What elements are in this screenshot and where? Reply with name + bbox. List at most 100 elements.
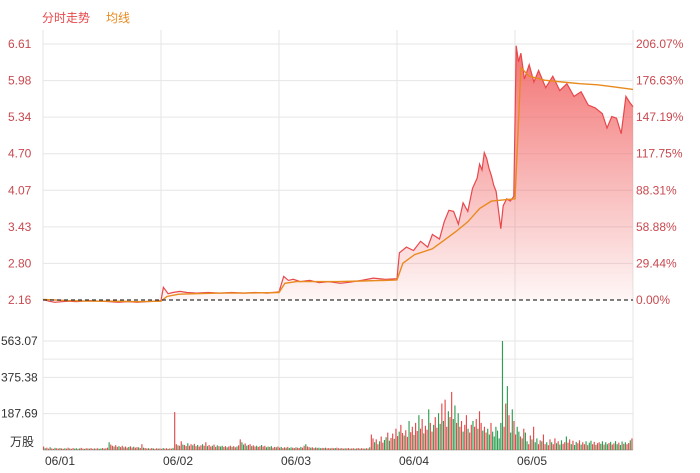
volume-bar <box>614 441 617 450</box>
volume-tick-label: 563.07 <box>1 334 38 348</box>
volume-bar <box>229 445 231 450</box>
volume-bar <box>87 448 89 450</box>
volume-bar <box>349 448 351 450</box>
volume-bar <box>147 448 150 450</box>
volume-bar <box>100 448 102 450</box>
volume-bar <box>578 440 581 450</box>
y-tick-label-left: 4.70 <box>8 147 32 161</box>
volume-bar <box>246 445 248 450</box>
volume-bar <box>234 447 236 450</box>
volume-bar <box>552 444 554 450</box>
volume-bar <box>277 446 279 450</box>
volume-bar <box>106 447 109 450</box>
volume-bar <box>419 428 422 450</box>
volume-bar <box>375 439 377 450</box>
volume-bar <box>434 417 436 450</box>
volume-bar <box>190 444 192 450</box>
y-tick-label-right: 206.07% <box>636 37 684 51</box>
volume-bar <box>247 444 250 450</box>
volume-bar <box>257 446 259 450</box>
volume-bar <box>328 448 330 450</box>
volume-bar <box>115 445 117 450</box>
volume-bar <box>164 448 166 450</box>
volume-bar <box>580 444 582 450</box>
volume-bar <box>256 445 258 450</box>
volume-bar <box>316 447 318 450</box>
volume-bar <box>388 440 390 450</box>
volume-bar <box>319 448 322 450</box>
x-tick-label: 06/04 <box>399 454 429 468</box>
volume-bar <box>472 420 474 450</box>
volume-bar <box>92 448 94 450</box>
volume-bar <box>377 444 379 450</box>
volume-bar <box>142 447 145 450</box>
volume-bar <box>513 420 515 450</box>
volume-bar <box>313 448 315 450</box>
volume-bar <box>621 441 623 450</box>
volume-bar <box>390 438 392 450</box>
volume-bar <box>562 443 564 450</box>
volume-bar <box>128 446 130 450</box>
volume-bar <box>359 448 361 450</box>
x-axis: 06/01 06/02 06/03 06/04 06/05 <box>45 454 547 468</box>
volume-bar <box>631 438 633 450</box>
volume-bar <box>592 444 594 450</box>
volume-bar <box>62 448 64 450</box>
volume-bar <box>305 444 307 450</box>
y-tick-label-right: 29.44% <box>636 256 677 270</box>
volume-bar <box>216 445 218 450</box>
volume-bar <box>428 409 430 450</box>
volume-bar <box>528 444 530 450</box>
volume-axis: 563.07 375.38 187.69 万股 <box>1 334 38 449</box>
volume-bar <box>424 425 427 450</box>
volume-bar <box>437 413 440 450</box>
volume-bar <box>583 444 585 450</box>
y-tick-label-right: 176.63% <box>636 74 684 88</box>
volume-bar <box>120 447 122 450</box>
volume-bar <box>559 444 561 450</box>
volume-bar <box>290 447 292 450</box>
volume-bar <box>308 447 310 450</box>
volume-bar <box>167 448 169 450</box>
volume-bar <box>570 444 572 450</box>
volume-bar <box>493 436 495 450</box>
volume-bar <box>467 428 469 450</box>
volume-bar <box>374 442 376 450</box>
volume-bar <box>392 433 394 450</box>
volume-bar <box>77 448 79 450</box>
volume-bar <box>79 448 81 450</box>
volume-bar <box>192 445 194 450</box>
volume-bar <box>46 447 48 450</box>
volume-bar <box>195 446 197 450</box>
volume-bar <box>301 447 304 450</box>
volume-bar <box>547 445 549 450</box>
legend: 分时走势 均线 <box>42 11 130 25</box>
volume-bar <box>182 444 184 450</box>
volume-bar <box>560 440 563 450</box>
volume-bar <box>413 434 415 450</box>
volume-bar <box>303 445 305 450</box>
volume-bar <box>593 441 595 450</box>
volume-bar <box>311 447 313 450</box>
price-area <box>43 45 633 303</box>
volume-bar <box>52 448 54 450</box>
volume-bar <box>401 432 404 450</box>
volume-bar <box>452 419 454 450</box>
y-tick-label-right: 0.00% <box>636 293 670 307</box>
volume-bar <box>80 447 82 450</box>
volume-bar <box>206 446 209 450</box>
volume-bar <box>369 447 371 450</box>
volume-bar <box>121 445 123 450</box>
volume-bar <box>221 445 223 450</box>
volume-bar <box>280 446 282 450</box>
volume-bar <box>449 417 451 450</box>
volume-bar <box>139 448 141 450</box>
volume-bar <box>439 423 441 450</box>
volume-bar <box>223 446 225 450</box>
volume-bar <box>628 443 630 450</box>
volume-bar <box>105 448 107 450</box>
volume-bar <box>500 422 502 450</box>
volume-bar <box>287 446 289 450</box>
volume-bar <box>113 446 115 450</box>
